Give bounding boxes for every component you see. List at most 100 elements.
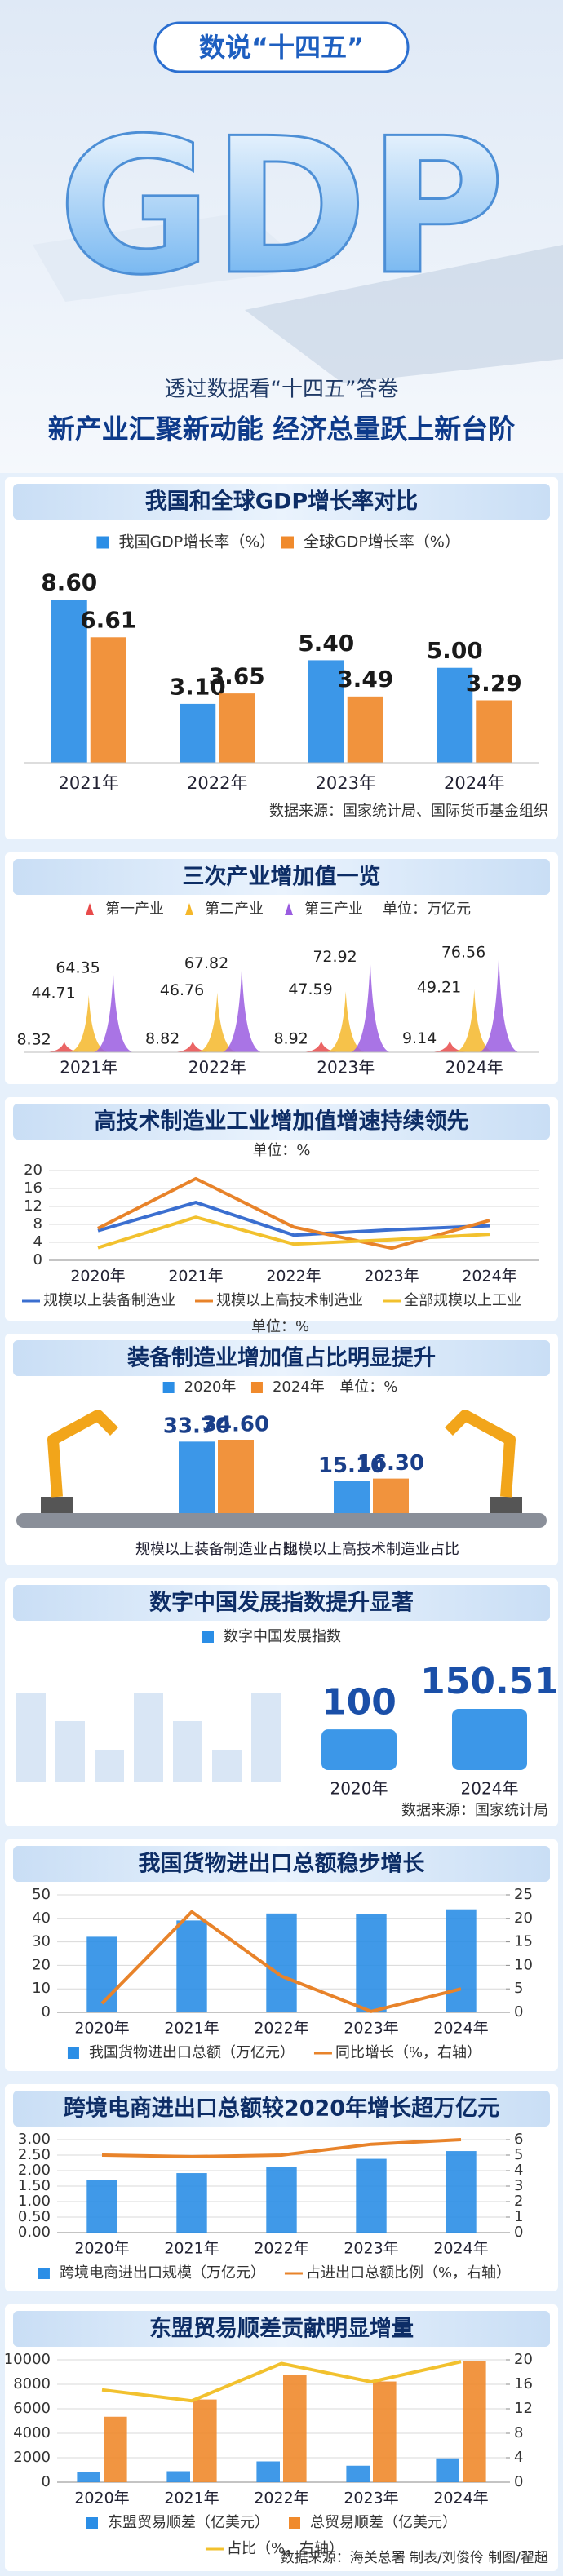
bar bbox=[86, 2180, 117, 2233]
legend-label: 占比（%，右轴） bbox=[227, 2540, 344, 2557]
x-tick-label: 2024年 bbox=[446, 1058, 503, 1078]
y2-tick-label: 12 bbox=[514, 2400, 533, 2417]
title-bar bbox=[13, 1585, 550, 1621]
bar bbox=[334, 1481, 370, 1513]
source: 数据来源：国家统计局、国际货币基金组织 bbox=[269, 803, 548, 820]
y-tick-label: 6000 bbox=[13, 2400, 51, 2417]
value-label: 44.71 bbox=[31, 984, 75, 1002]
panel bbox=[5, 1097, 558, 1321]
y2-tick-label: 4 bbox=[514, 2449, 523, 2466]
y2-tick-label: 20 bbox=[514, 1910, 533, 1927]
bar bbox=[176, 1920, 207, 2012]
value-label: 100 bbox=[321, 1681, 397, 1723]
panel bbox=[5, 1334, 558, 1565]
x-tick-label: 规模以上装备制造业占比 bbox=[135, 1541, 297, 1558]
x-tick-label: 2021年 bbox=[59, 773, 119, 793]
x-tick-label: 2024年 bbox=[433, 2490, 488, 2507]
y2-tick-label: 0 bbox=[514, 2224, 523, 2241]
x-tick-label: 2022年 bbox=[188, 1058, 246, 1078]
line bbox=[97, 1201, 490, 1237]
legend-swatch bbox=[162, 1382, 175, 1393]
y2-tick-label: 5 bbox=[514, 2146, 523, 2163]
city-decor bbox=[251, 1693, 281, 1782]
unit-label: 单位：% bbox=[339, 1379, 397, 1396]
unit-label: 单位：万亿元 bbox=[383, 901, 471, 918]
y-tick-label: 12 bbox=[24, 1197, 42, 1215]
y-tick-label: 30 bbox=[32, 1933, 51, 1950]
headline: 新产业汇聚新动能 经济总量跃上新台阶 bbox=[48, 414, 516, 445]
x-tick-label: 2023年 bbox=[344, 2490, 398, 2507]
legend-label: 跨境电商进出口规模（万亿元） bbox=[60, 2264, 265, 2282]
x-tick-label: 2024年 bbox=[433, 2240, 488, 2258]
legend-swatch bbox=[202, 1631, 214, 1643]
value-label: 34.60 bbox=[202, 1412, 269, 1436]
bar bbox=[180, 703, 216, 763]
panel bbox=[5, 852, 558, 1084]
y-tick-label: 8 bbox=[33, 1215, 42, 1233]
line bbox=[97, 1215, 490, 1250]
y-tick-label: 16 bbox=[24, 1180, 42, 1197]
bar bbox=[356, 2158, 387, 2233]
y-tick-label: 1.50 bbox=[18, 2177, 51, 2194]
y2-tick-label: 8 bbox=[514, 2424, 523, 2441]
legend-label: 东盟贸易顺差（亿美元） bbox=[108, 2514, 269, 2531]
peak bbox=[171, 1041, 215, 1052]
line bbox=[101, 2360, 462, 2403]
legend-label: 占进出口总额比例（%，右轴） bbox=[306, 2264, 511, 2282]
y-tick-label: 0.50 bbox=[18, 2208, 51, 2225]
bar bbox=[193, 2399, 217, 2482]
y-tick-label: 3.00 bbox=[18, 2131, 51, 2148]
value-label: 33.70 bbox=[163, 1414, 230, 1439]
legend-label: 规模以上装备制造业 bbox=[43, 1292, 175, 1309]
y2-tick-label: 20 bbox=[514, 2351, 533, 2368]
city-decor bbox=[55, 1721, 85, 1782]
value-label: 67.82 bbox=[184, 954, 228, 972]
value-label: 76.56 bbox=[441, 944, 485, 962]
bar bbox=[51, 600, 87, 763]
value-label: 46.76 bbox=[160, 981, 204, 999]
y-tick-label: 2000 bbox=[13, 2449, 51, 2466]
bar bbox=[373, 2381, 397, 2482]
y-tick-label: 4 bbox=[33, 1233, 42, 1250]
title-bar bbox=[13, 2311, 550, 2347]
y2-tick-label: 25 bbox=[514, 1886, 533, 1903]
x-tick-label: 2022年 bbox=[266, 1268, 321, 1286]
unit-label: 单位：% bbox=[252, 1142, 310, 1159]
conveyor bbox=[16, 1513, 547, 1528]
x-tick-label: 2022年 bbox=[254, 2490, 308, 2507]
y-tick-label: 2.00 bbox=[18, 2162, 51, 2179]
bar bbox=[437, 667, 473, 763]
badge bbox=[153, 21, 410, 73]
peak bbox=[196, 992, 239, 1052]
y-tick-label: 40 bbox=[32, 1910, 51, 1927]
y2-tick-label: 6 bbox=[514, 2131, 523, 2148]
y2-tick-label: 0 bbox=[514, 2473, 523, 2490]
value-label: 8.82 bbox=[145, 1030, 180, 1048]
legend-label: 我国GDP增长率（%） bbox=[118, 533, 275, 551]
peak bbox=[67, 994, 110, 1052]
value-label: 3.49 bbox=[337, 666, 393, 693]
x-tick-label: 2023年 bbox=[317, 1058, 375, 1078]
value-label: 150.51 bbox=[420, 1661, 559, 1702]
bar bbox=[86, 1936, 117, 2012]
city-decor bbox=[134, 1693, 163, 1782]
legend-label: 总贸易顺差（亿美元） bbox=[310, 2514, 457, 2531]
peak bbox=[477, 954, 521, 1052]
legend-swatch bbox=[86, 2517, 98, 2529]
bar bbox=[104, 2416, 127, 2482]
value-label: 72.92 bbox=[313, 948, 357, 966]
y2-tick-label: 15 bbox=[514, 1933, 533, 1950]
badge-text: 数说“十四五” bbox=[199, 32, 364, 63]
title-bar bbox=[13, 1846, 550, 1882]
x-tick-label: 2024年 bbox=[461, 1779, 519, 1799]
x-tick-label: 规模以上高技术制造业占比 bbox=[283, 1541, 459, 1558]
value-label: 3.29 bbox=[466, 670, 522, 697]
bar bbox=[166, 2471, 190, 2482]
legend-swatch bbox=[86, 903, 94, 915]
value-label: 49.21 bbox=[417, 978, 461, 996]
bar bbox=[347, 696, 383, 763]
x-tick-label: 2023年 bbox=[344, 2240, 398, 2258]
y-tick-label: 2.50 bbox=[18, 2146, 51, 2163]
x-tick-label: 2020年 bbox=[70, 1268, 125, 1286]
